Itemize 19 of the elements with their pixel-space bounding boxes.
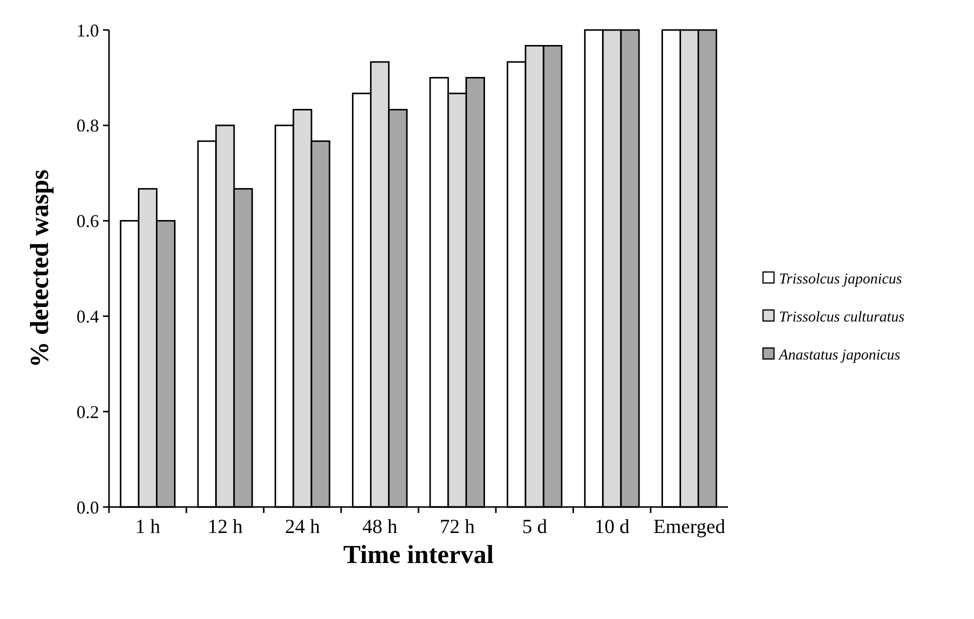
x-tick-label: Emerged: [653, 516, 726, 538]
x-tick-label: 72 h: [440, 516, 475, 538]
x-tick-label: 48 h: [362, 516, 398, 538]
y-tick-label: 0.6: [76, 211, 99, 232]
y-tick-label: 0.0: [76, 497, 99, 518]
x-tick-label: 24 h: [284, 516, 320, 538]
y-tick-label: 1.0: [76, 20, 99, 40]
x-tick-label: 5 d: [522, 516, 548, 538]
legend-label: Trissolcus japonicus: [779, 271, 902, 288]
x-tick-label: 12 h: [208, 516, 243, 538]
x-axis-title: Time interval: [343, 540, 494, 569]
legend-label: Anastatus japonicus: [778, 347, 900, 364]
x-tick-label: 10 d: [594, 516, 630, 538]
y-axis-title: % detected wasps: [25, 170, 54, 368]
y-tick-label: 0.4: [76, 306, 99, 326]
y-tick-label: 0.8: [76, 116, 99, 136]
x-tick-label: 1 h: [135, 516, 160, 538]
legend-label: Trissolcus culturatus: [779, 309, 905, 326]
y-tick-label: 0.2: [76, 402, 99, 422]
